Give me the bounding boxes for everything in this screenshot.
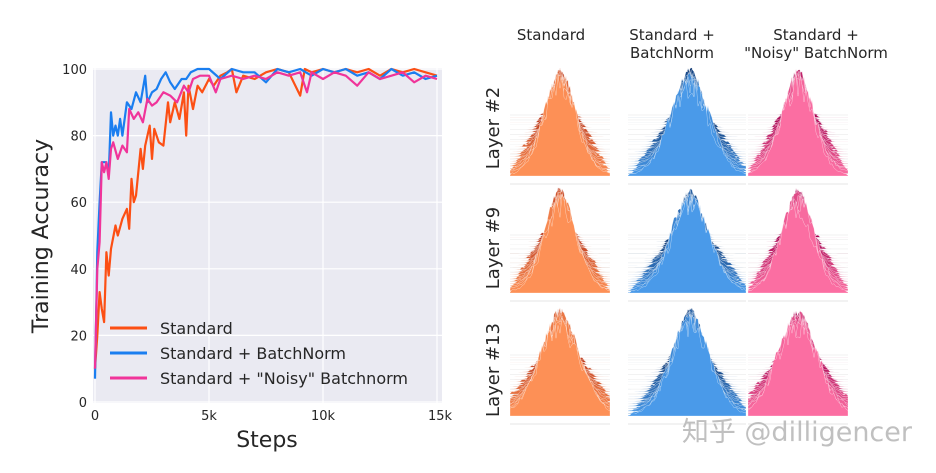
x-tick-label: 5k xyxy=(201,409,217,424)
series-lines xyxy=(93,67,438,379)
y-axis-title: Training Accuracy xyxy=(29,139,54,334)
ridge xyxy=(627,314,747,417)
ridge-panel-row1-col1 xyxy=(627,188,747,302)
ridge-panel-row0-col1 xyxy=(627,67,747,185)
legend-label-1: Standard + BatchNorm xyxy=(160,344,346,363)
series-line-2 xyxy=(93,71,438,369)
y-tick-label: 100 xyxy=(62,63,87,78)
y-tick-label: 60 xyxy=(70,196,87,211)
x-tick-label: 10k xyxy=(311,409,336,424)
y-tick-label: 40 xyxy=(70,263,87,278)
row-title-0: Layer #2 xyxy=(483,87,504,169)
ridge-panel-row1-col0 xyxy=(509,187,611,302)
ridge xyxy=(509,194,611,294)
x-axis-title: Steps xyxy=(236,428,298,453)
ridge xyxy=(747,73,849,177)
row-title-2: Layer #13 xyxy=(483,323,504,417)
ridge-panel-row0-col0 xyxy=(509,67,611,185)
y-tick-label: 0 xyxy=(79,396,87,411)
plot-background xyxy=(93,68,442,403)
y-tick-label: 20 xyxy=(70,329,87,344)
ridge-panel-row2-col1 xyxy=(627,307,747,425)
column-title-2: Standard + xyxy=(773,26,859,44)
column-title-1: BatchNorm xyxy=(630,44,714,62)
legend-label-0: Standard xyxy=(160,319,233,338)
ridge-panel-row2-col2 xyxy=(747,310,849,425)
row-titles: Layer #2 Layer #9 Layer #13 xyxy=(483,87,504,417)
ridge xyxy=(627,81,747,177)
ridge xyxy=(627,196,747,294)
column-title-0: Standard xyxy=(517,26,585,44)
ridge xyxy=(747,318,849,417)
ridge-panel-row0-col2 xyxy=(747,69,849,185)
x-tick-label: 15k xyxy=(428,409,453,424)
watermark: 知乎 @dilligencer xyxy=(682,417,913,448)
column-title-2: "Noisy" BatchNorm xyxy=(744,44,888,62)
legend-label-2: Standard + "Noisy" Batchnorm xyxy=(160,369,408,388)
ridge-panel-row2-col0 xyxy=(509,307,611,425)
y-tick-label: 80 xyxy=(70,130,87,145)
ridge xyxy=(509,317,611,417)
x-tick-labels: 0 5k 10k 15k xyxy=(91,409,453,424)
ridge xyxy=(509,75,611,177)
x-tick-label: 0 xyxy=(91,409,99,424)
training-accuracy-chart: 0 20 40 60 80 100 0 5k 10k 15k Steps Training Ac… xyxy=(29,63,453,453)
ridge-panel-row1-col2 xyxy=(747,187,849,302)
series-line-1 xyxy=(93,67,438,379)
ridge xyxy=(747,202,849,294)
column-title-1: Standard + xyxy=(629,26,715,44)
row-title-1: Layer #9 xyxy=(483,207,504,289)
legend: Standard Standard + BatchNorm Standard + "… xyxy=(110,319,408,388)
y-tick-labels: 0 20 40 60 80 100 xyxy=(62,63,87,411)
ridge-panels xyxy=(509,67,849,425)
